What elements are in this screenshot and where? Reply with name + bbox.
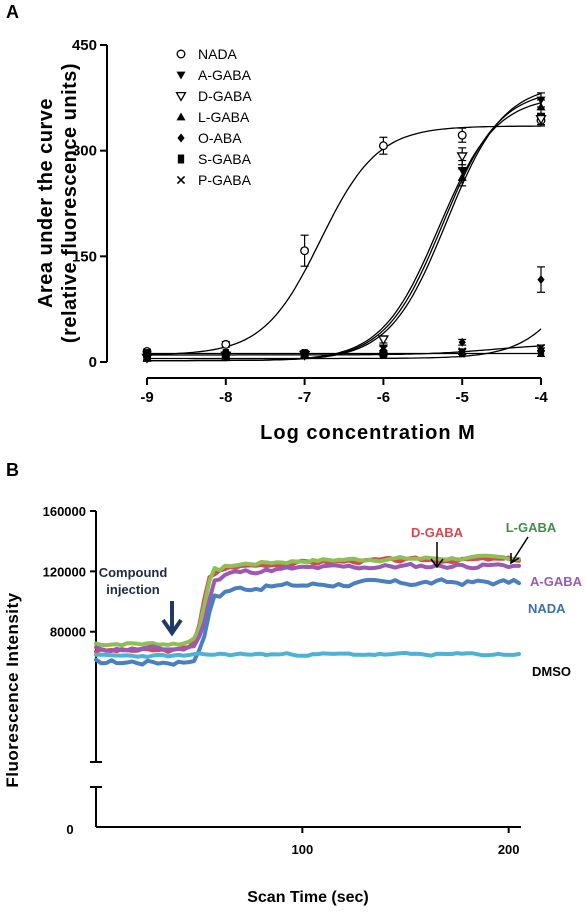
panel-b-y-tick-label: 160000 [43,504,86,519]
legend-marker-l-gaba [176,112,186,121]
fit-curve-o-aba [147,328,542,360]
data-point-o-aba [458,337,466,347]
legend-marker-o-aba [177,133,185,143]
fit-curve-nada [147,125,541,356]
label-d-gaba: D-GABA [411,525,464,540]
panel-b-y-axis-label: Fluorescence Intensity [3,592,22,787]
panel-a-y-axis-label-line1: Area under the curve [35,98,57,308]
panel-b-x-tick-label: 200 [498,842,520,857]
legend-marker-a-gaba [176,71,186,80]
x-cross-stroke [379,349,388,358]
data-point-d-gaba [535,114,547,125]
x-cross-stroke [221,350,230,360]
panel-b-x-tick-label: 100 [291,842,313,857]
trace-dmso [94,650,521,659]
data-point-p-gaba [142,350,152,360]
data-point-nada [221,339,231,349]
panel-b-chart: 80000 120000 160000 0 100 200 [43,504,521,857]
legend-marker-d-gaba [175,91,187,102]
data-point-d-gaba [456,152,468,163]
d-gaba-arrow-icon [430,542,444,569]
panel-a-x-axis-label: Log concentration M [260,422,476,444]
data-point-p-gaba [379,349,388,358]
data-point-d-gaba [377,335,390,346]
l-gaba-arrow-icon [510,536,529,565]
legend-marker-p-gaba [176,175,186,185]
panel-a-y-tick-label: 300 [72,143,97,160]
data-point-nada [457,130,467,140]
data-point-o-aba [537,275,545,285]
panel-b-y-tick-label: 120000 [43,564,86,579]
legend-label-a-gaba: A-GABA [198,67,252,83]
data-point-nada [300,246,310,256]
legend-label-p-gaba: P-GABA [198,172,252,188]
injection-arrow-icon [161,601,183,637]
panel-a-x-tick-label: -8 [219,389,232,406]
fit-curve-l-gaba [147,96,542,362]
panel-a-y-tick-label: 450 [72,37,97,54]
x-cross-stroke [176,175,186,185]
data-point-p-gaba [458,347,467,356]
x-cross-stroke [536,343,546,353]
legend-label-o-aba: O-ABA [198,130,242,146]
label-nada: NADA [528,601,566,616]
label-dmso: DMSO [532,664,571,679]
panel-a-x-tick-label: -6 [377,389,390,406]
data-point-p-gaba [536,343,546,353]
compound-annotation-line2: injection [106,582,160,597]
panel-a-y-axis-label-line2: (relative fluorescence units) [59,63,81,343]
panel-b-x-axis-label: Scan Time (sec) [247,889,369,906]
label-l-gaba: L-GABA [506,520,557,535]
panel-b-y-tick-label: 80000 [50,625,86,640]
data-point-nada [378,141,388,151]
legend-marker-nada [176,49,186,59]
panel-a-chart: 0 150 300 450 -9 -8 -7 -6 -5 -4 NADA A-GABA D-GABA L-… [72,37,548,406]
data-point-p-gaba [221,350,230,360]
panel-a-x-tick-label: -7 [298,389,311,406]
trace-nada [94,577,521,667]
legend-label-d-gaba: D-GABA [198,88,252,104]
data-point-s-gaba [537,347,545,357]
panel-b-label: B [6,460,19,480]
panel-a-y-tick-label: 0 [89,354,97,371]
panel-a-x-tick-label: -4 [534,389,548,406]
legend-label-s-gaba: S-GABA [198,151,252,167]
legend-label-l-gaba: L-GABA [198,109,250,125]
compound-annotation-line1: Compound [99,565,168,580]
trace-l-gaba [94,553,521,648]
trace-a-gaba [94,561,521,653]
panel-a-y-tick-label: 150 [72,248,97,265]
x-cross-stroke [458,347,467,356]
x-cross-stroke [142,350,152,360]
panel-a-label: A [6,2,19,22]
data-point-p-gaba [300,350,309,359]
data-point-l-gaba [457,172,467,181]
x-cross-stroke [300,350,309,359]
legend-marker-s-gaba [177,154,185,164]
fit-curve-p-gaba [147,345,542,356]
data-point-l-gaba [536,102,546,111]
panel-b-y-tick-label-zero: 0 [66,822,73,837]
label-a-gaba: A-GABA [530,574,583,589]
panel-a-x-tick-label: -5 [456,389,469,406]
legend-label-nada: NADA [198,46,238,62]
panel-a-x-tick-label: -9 [140,389,153,406]
